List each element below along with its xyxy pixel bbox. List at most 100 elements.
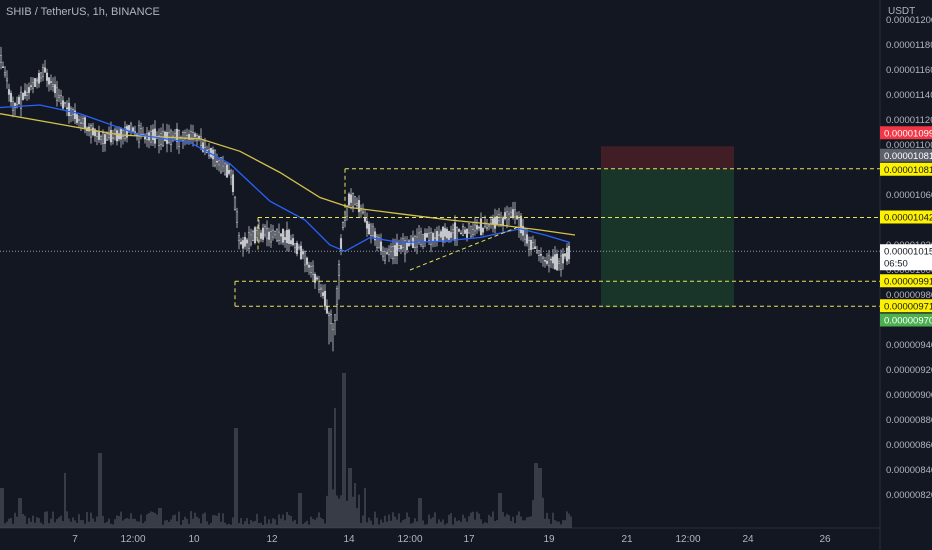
x-tick-label: 12:00 [397, 534, 422, 545]
trendline [409, 225, 521, 271]
price-badge-bg [880, 299, 932, 313]
candle-body [361, 211, 365, 214]
candle-body [29, 85, 33, 87]
candle-body [391, 245, 395, 260]
candle-body [423, 233, 427, 242]
candle-body [201, 142, 205, 152]
candle-body [393, 245, 397, 257]
candle-body [331, 323, 335, 330]
price-badge-level: 0.00001081 [880, 162, 932, 176]
candle-body [407, 240, 411, 247]
candle-body [33, 78, 37, 87]
x-tick-label: 24 [742, 534, 754, 545]
candle-body [461, 225, 465, 236]
price-badge-label: 0.00001081 [884, 151, 932, 162]
candle-body [9, 93, 13, 103]
candle-body [63, 102, 67, 105]
candle-body [39, 72, 43, 79]
candle-body [299, 245, 303, 260]
candle-body [177, 130, 181, 147]
candle-body [495, 216, 499, 225]
candle-body [49, 81, 53, 83]
candle-body [103, 134, 107, 144]
candle-body [99, 136, 103, 140]
candle-body [271, 229, 275, 238]
candle-body [291, 238, 295, 246]
candle-body [311, 265, 315, 275]
x-tick-label: 12:00 [120, 534, 145, 545]
candle-body [555, 253, 559, 271]
candle-body [3, 72, 7, 76]
candle-body [319, 287, 323, 290]
candle-body [545, 260, 549, 264]
candle-body [363, 217, 367, 222]
candle-body [65, 107, 69, 110]
candle-body [89, 125, 93, 138]
price-badge-label: 0.00000970 [884, 316, 932, 327]
candle-body [425, 233, 429, 238]
x-tick-label: 7 [72, 534, 78, 545]
candle-body [229, 170, 233, 178]
candle-body [263, 226, 267, 236]
candle-body [411, 237, 415, 248]
candle-body [121, 130, 125, 137]
x-tick-label: 21 [621, 534, 633, 545]
candle-body [455, 227, 459, 240]
price-badge-bg [880, 274, 932, 288]
candle-body [335, 287, 339, 305]
candle-body [313, 274, 317, 283]
candle-body [323, 290, 327, 307]
candle-body [275, 229, 279, 242]
candle-body [247, 232, 251, 249]
candle-body [61, 100, 65, 109]
candle-body [105, 133, 109, 141]
y-tick-label: 0.00001100 [886, 140, 932, 151]
candle-body [317, 281, 321, 290]
candle-body [0, 55, 3, 63]
price-badge-bg [880, 162, 932, 176]
ema-slow-line [0, 113, 576, 236]
candle-body [563, 253, 567, 257]
y-tick-label: 0.00001180 [886, 40, 932, 51]
candle-body [213, 149, 217, 166]
y-tick-label: 0.00000900 [886, 390, 932, 401]
price-badge-label: 0.00000991 [884, 276, 932, 287]
currency-label: USDT [888, 6, 916, 17]
candle-body [113, 129, 117, 134]
candle-body [191, 132, 195, 140]
y-tick-label: 0.00000880 [886, 415, 932, 426]
candle-body [303, 251, 307, 266]
candle-body [309, 266, 313, 273]
candle-body [287, 229, 291, 244]
candle-body [281, 228, 285, 243]
y-tick-label: 0.00001140 [886, 90, 932, 101]
candle-body [195, 135, 199, 141]
candle-body [385, 252, 389, 254]
x-tick-label: 26 [819, 534, 831, 545]
candle-body [283, 237, 287, 240]
candle-body [403, 240, 407, 255]
candle-body [239, 241, 243, 245]
candle-body [273, 231, 277, 236]
candle-body [429, 232, 433, 245]
y-tick-label: 0.00000840 [886, 465, 932, 476]
candle-body [453, 222, 457, 241]
candle-body [409, 235, 413, 244]
candle-body [367, 223, 371, 234]
candle-body [527, 240, 531, 250]
candle-body [267, 231, 271, 240]
candle-body [491, 218, 495, 225]
candle-body [371, 226, 375, 237]
candle-body [227, 170, 231, 174]
y-tick-label: 0.00001200 [886, 15, 932, 26]
candle-body [549, 258, 553, 261]
candle-body [529, 240, 533, 250]
candle-body [499, 216, 503, 225]
candle-body [95, 131, 99, 137]
candle-body [43, 67, 47, 73]
candle-body [315, 277, 319, 280]
candle-body [421, 234, 425, 247]
candle-body [473, 224, 477, 232]
